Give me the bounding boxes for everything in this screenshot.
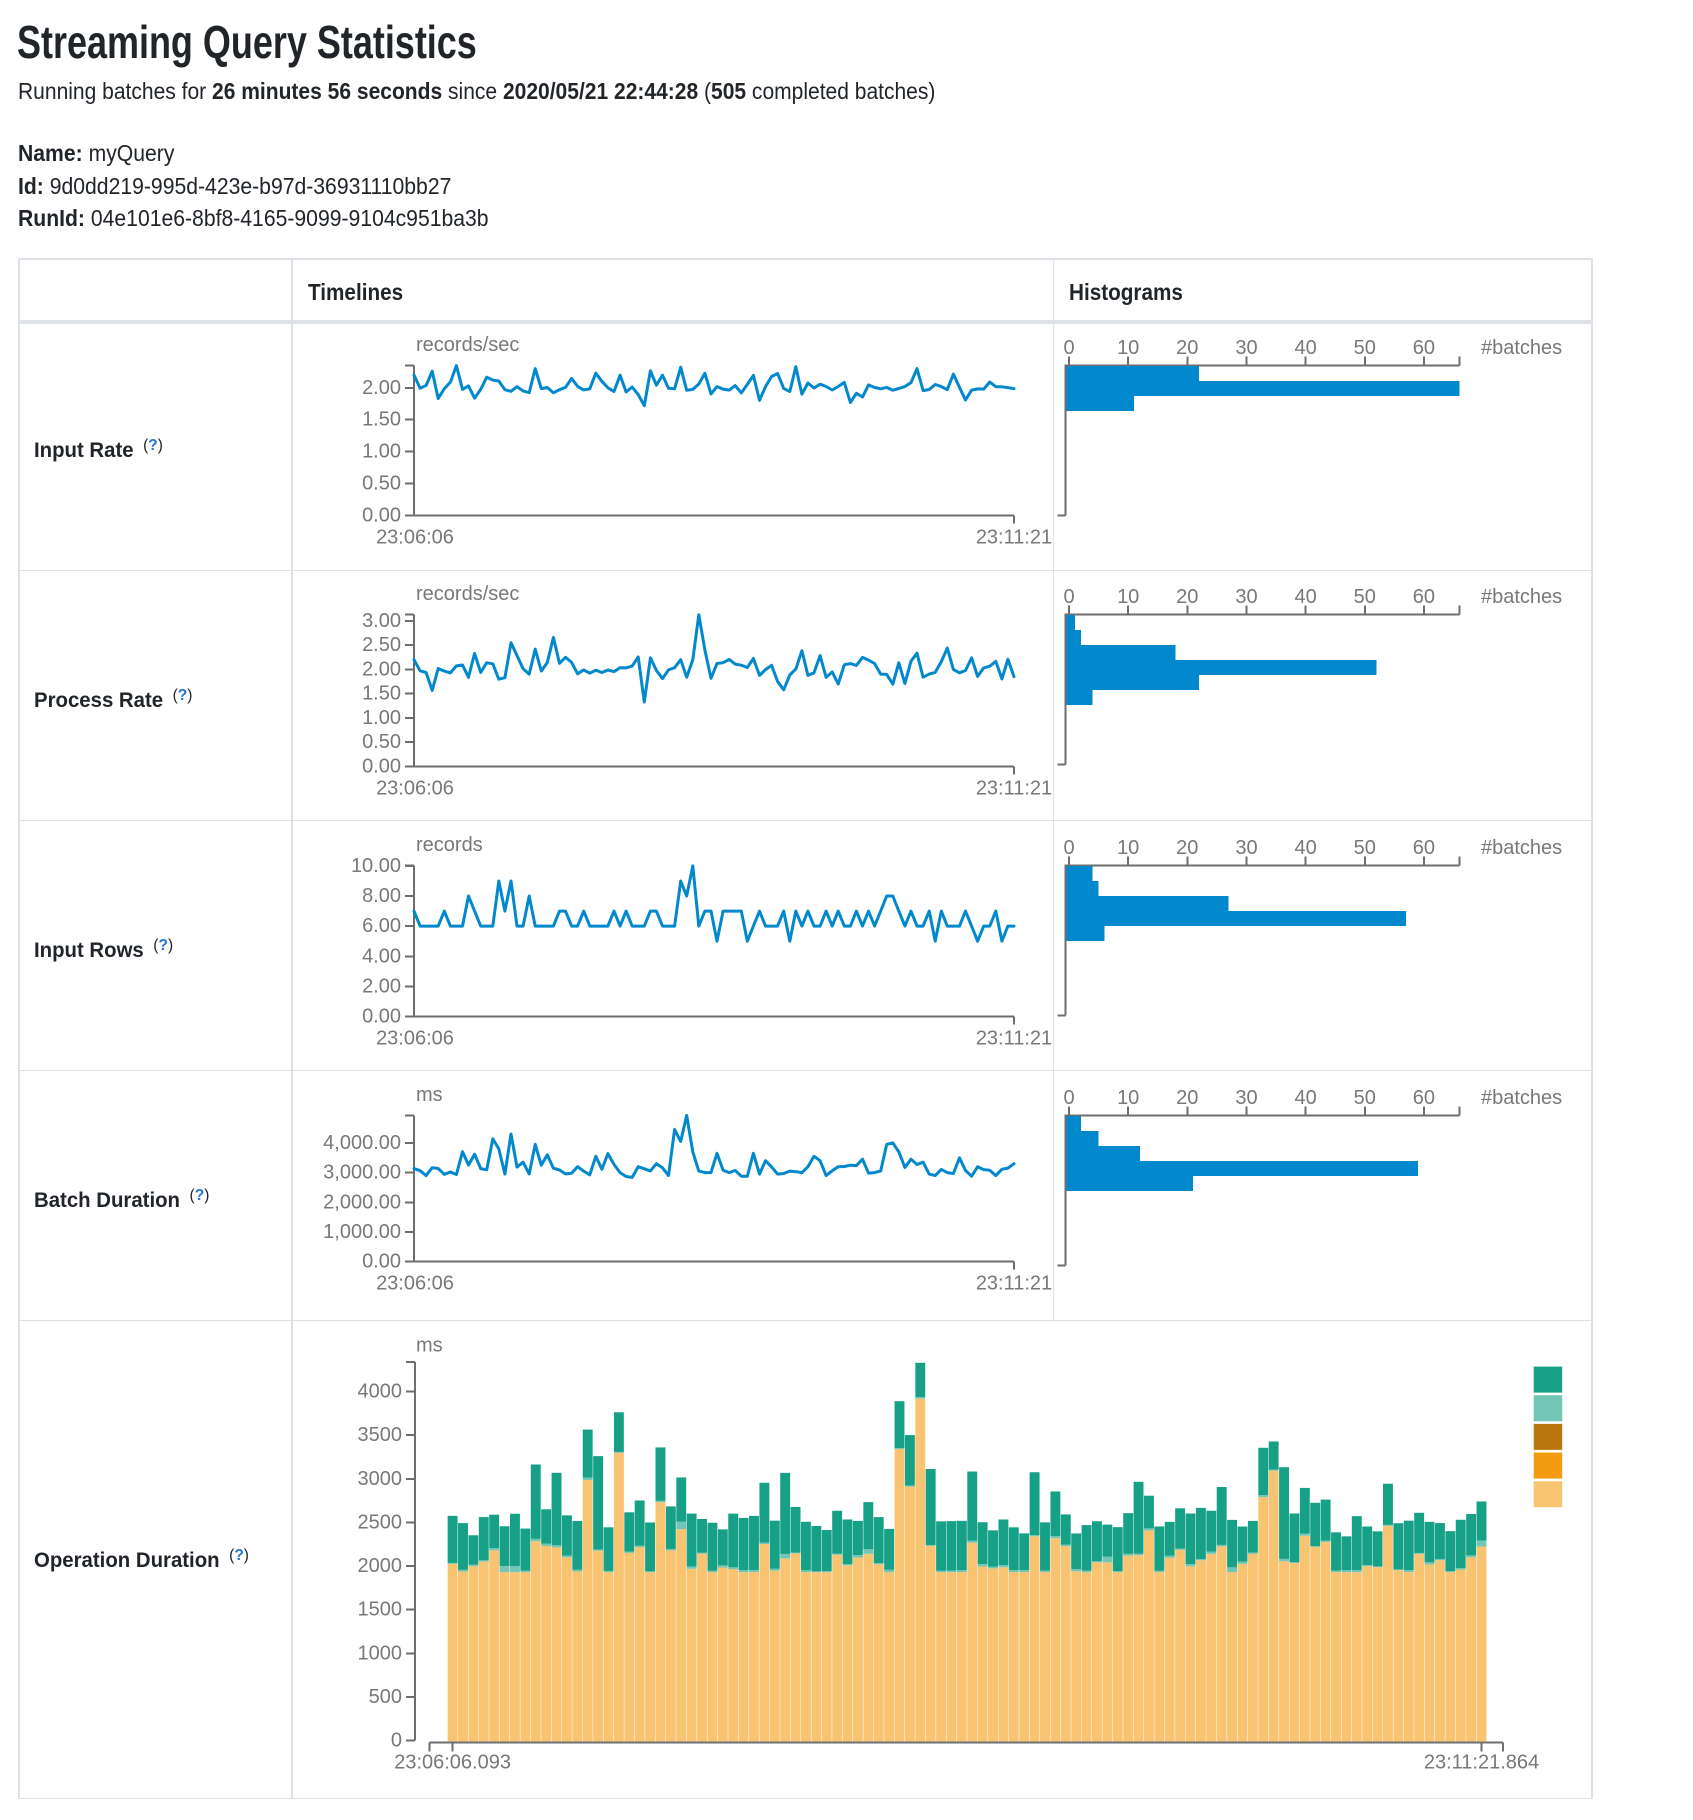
svg-text:3000: 3000 xyxy=(358,1468,403,1490)
svg-text:0.00: 0.00 xyxy=(362,756,401,778)
svg-text:0: 0 xyxy=(1063,337,1074,359)
svg-text:records: records xyxy=(416,834,483,856)
svg-text:2.00: 2.00 xyxy=(362,377,401,399)
svg-text:20: 20 xyxy=(1176,837,1198,859)
svg-text:40: 40 xyxy=(1294,837,1316,859)
svg-text:23:06:06.093: 23:06:06.093 xyxy=(394,1752,511,1774)
svg-text:#batches: #batches xyxy=(1481,586,1562,608)
svg-text:#batches: #batches xyxy=(1481,837,1562,859)
svg-text:4,000.00: 4,000.00 xyxy=(323,1132,401,1154)
svg-text:1,000.00: 1,000.00 xyxy=(323,1221,401,1243)
svg-text:1.00: 1.00 xyxy=(362,441,401,463)
svg-text:4.00: 4.00 xyxy=(362,945,401,967)
svg-text:50: 50 xyxy=(1354,586,1376,608)
svg-text:2500: 2500 xyxy=(358,1511,403,1533)
svg-text:23:06:06: 23:06:06 xyxy=(376,1273,454,1295)
svg-text:23:11:21: 23:11:21 xyxy=(976,1027,1052,1049)
svg-text:2.00: 2.00 xyxy=(362,975,401,997)
svg-text:30: 30 xyxy=(1235,1087,1257,1109)
svg-text:23:11:21: 23:11:21 xyxy=(976,526,1052,548)
svg-text:23:06:06: 23:06:06 xyxy=(376,526,454,548)
svg-text:6.00: 6.00 xyxy=(362,915,401,937)
svg-text:60: 60 xyxy=(1413,337,1435,359)
svg-text:0.00: 0.00 xyxy=(362,1251,401,1273)
svg-text:0: 0 xyxy=(391,1730,402,1752)
svg-text:60: 60 xyxy=(1413,837,1435,859)
svg-text:3,000.00: 3,000.00 xyxy=(323,1162,401,1184)
svg-text:ms: ms xyxy=(416,1084,443,1106)
svg-text:records/sec: records/sec xyxy=(416,583,519,605)
svg-text:2,000.00: 2,000.00 xyxy=(323,1191,401,1213)
svg-text:1000: 1000 xyxy=(358,1642,403,1664)
svg-text:1500: 1500 xyxy=(358,1599,403,1621)
svg-text:10: 10 xyxy=(1117,586,1139,608)
svg-text:1.00: 1.00 xyxy=(362,707,401,729)
svg-text:#batches: #batches xyxy=(1481,337,1562,359)
svg-text:0.00: 0.00 xyxy=(362,1006,401,1028)
svg-text:20: 20 xyxy=(1176,586,1198,608)
svg-text:0: 0 xyxy=(1063,586,1074,608)
svg-text:23:11:21.864: 23:11:21.864 xyxy=(1424,1752,1539,1774)
svg-text:30: 30 xyxy=(1235,337,1257,359)
svg-text:50: 50 xyxy=(1354,1087,1376,1109)
svg-text:#batches: #batches xyxy=(1481,1087,1562,1109)
svg-text:23:11:21: 23:11:21 xyxy=(976,1273,1052,1295)
svg-text:10: 10 xyxy=(1117,837,1139,859)
svg-text:3.00: 3.00 xyxy=(362,610,401,632)
svg-text:1.50: 1.50 xyxy=(362,409,401,431)
svg-text:2.00: 2.00 xyxy=(362,658,401,680)
svg-text:1.50: 1.50 xyxy=(362,683,401,705)
svg-text:0.50: 0.50 xyxy=(362,473,401,495)
svg-text:40: 40 xyxy=(1294,586,1316,608)
svg-text:10.00: 10.00 xyxy=(351,855,401,877)
svg-text:500: 500 xyxy=(369,1686,402,1708)
svg-text:23:06:06: 23:06:06 xyxy=(376,1027,454,1049)
svg-text:50: 50 xyxy=(1354,337,1376,359)
svg-text:60: 60 xyxy=(1413,586,1435,608)
svg-text:20: 20 xyxy=(1176,1087,1198,1109)
svg-text:2.50: 2.50 xyxy=(362,634,401,656)
svg-text:23:06:06: 23:06:06 xyxy=(376,777,454,799)
svg-text:0: 0 xyxy=(1063,1087,1074,1109)
svg-text:10: 10 xyxy=(1117,337,1139,359)
svg-text:23:11:21: 23:11:21 xyxy=(976,777,1052,799)
svg-text:3500: 3500 xyxy=(358,1424,403,1446)
svg-text:30: 30 xyxy=(1235,837,1257,859)
svg-text:40: 40 xyxy=(1294,337,1316,359)
svg-text:ms: ms xyxy=(416,1334,443,1356)
svg-text:0.50: 0.50 xyxy=(362,731,401,753)
svg-text:20: 20 xyxy=(1176,337,1198,359)
svg-text:50: 50 xyxy=(1354,837,1376,859)
svg-text:8.00: 8.00 xyxy=(362,885,401,907)
svg-text:2000: 2000 xyxy=(358,1555,403,1577)
svg-text:4000: 4000 xyxy=(358,1381,403,1403)
svg-text:records/sec: records/sec xyxy=(416,334,519,356)
svg-text:10: 10 xyxy=(1117,1087,1139,1109)
svg-text:30: 30 xyxy=(1235,586,1257,608)
svg-text:40: 40 xyxy=(1294,1087,1316,1109)
svg-text:60: 60 xyxy=(1413,1087,1435,1109)
svg-text:0: 0 xyxy=(1063,837,1074,859)
svg-text:0.00: 0.00 xyxy=(362,505,401,527)
